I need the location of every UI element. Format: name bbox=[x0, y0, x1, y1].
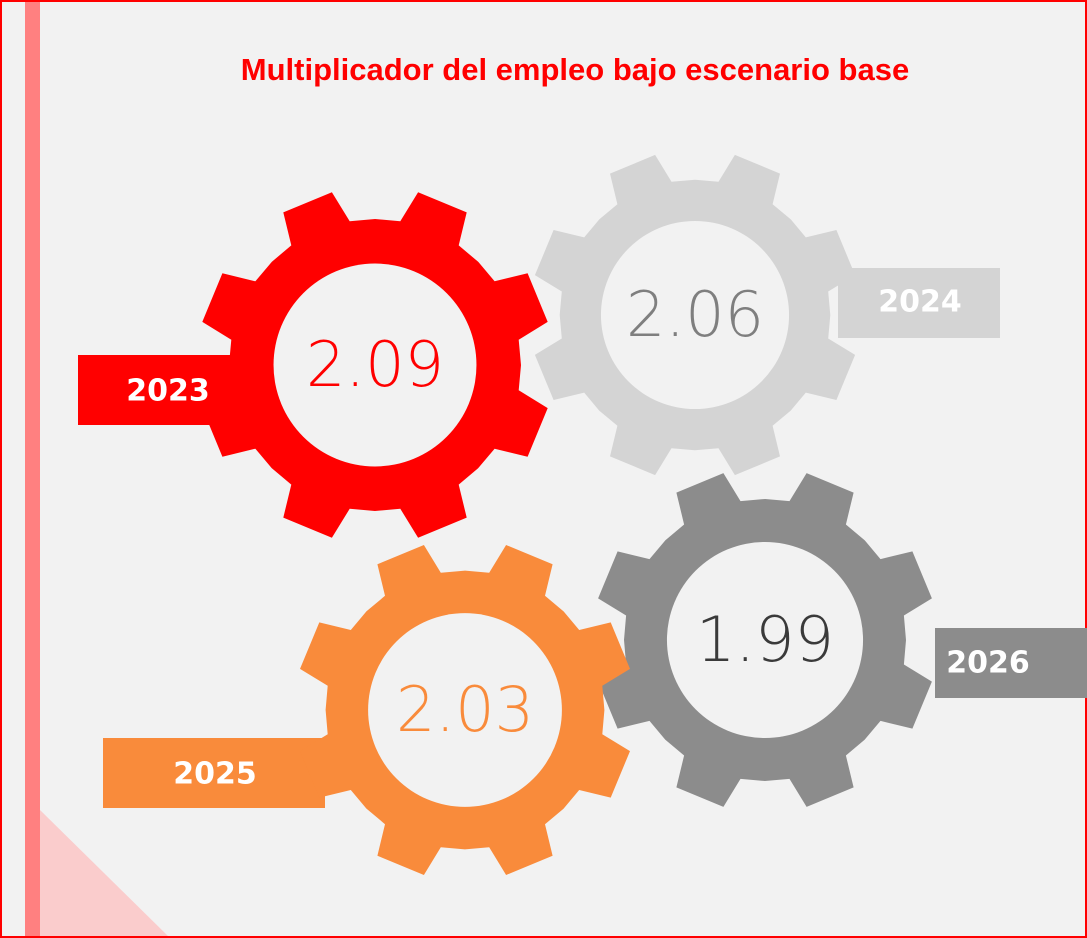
left-decor bbox=[25, 0, 170, 938]
gear-hub bbox=[600, 220, 790, 410]
multiplier-value: 2.03 bbox=[396, 673, 534, 746]
year-banner bbox=[935, 628, 1087, 698]
gear-hub bbox=[273, 263, 477, 467]
multiplier-value: 2.06 bbox=[626, 278, 764, 351]
multiplier-value: 1.99 bbox=[696, 603, 834, 676]
multiplier-value: 2.09 bbox=[306, 328, 444, 401]
year-label: 2023 bbox=[126, 374, 210, 409]
gears: 2024 2023 2026 2025 2.06 2.09 1.99 2.03 bbox=[78, 154, 1087, 875]
title: Multiplicador del empleo bajo escenario … bbox=[241, 52, 909, 87]
corner-decor bbox=[40, 810, 170, 938]
year-banner bbox=[103, 738, 325, 808]
year-label: 2026 bbox=[946, 646, 1030, 681]
gear-hub bbox=[666, 541, 864, 739]
year-label: 2025 bbox=[173, 757, 257, 792]
year-label: 2024 bbox=[878, 285, 962, 320]
gear-hub bbox=[368, 613, 562, 807]
year-banner bbox=[838, 268, 1000, 338]
